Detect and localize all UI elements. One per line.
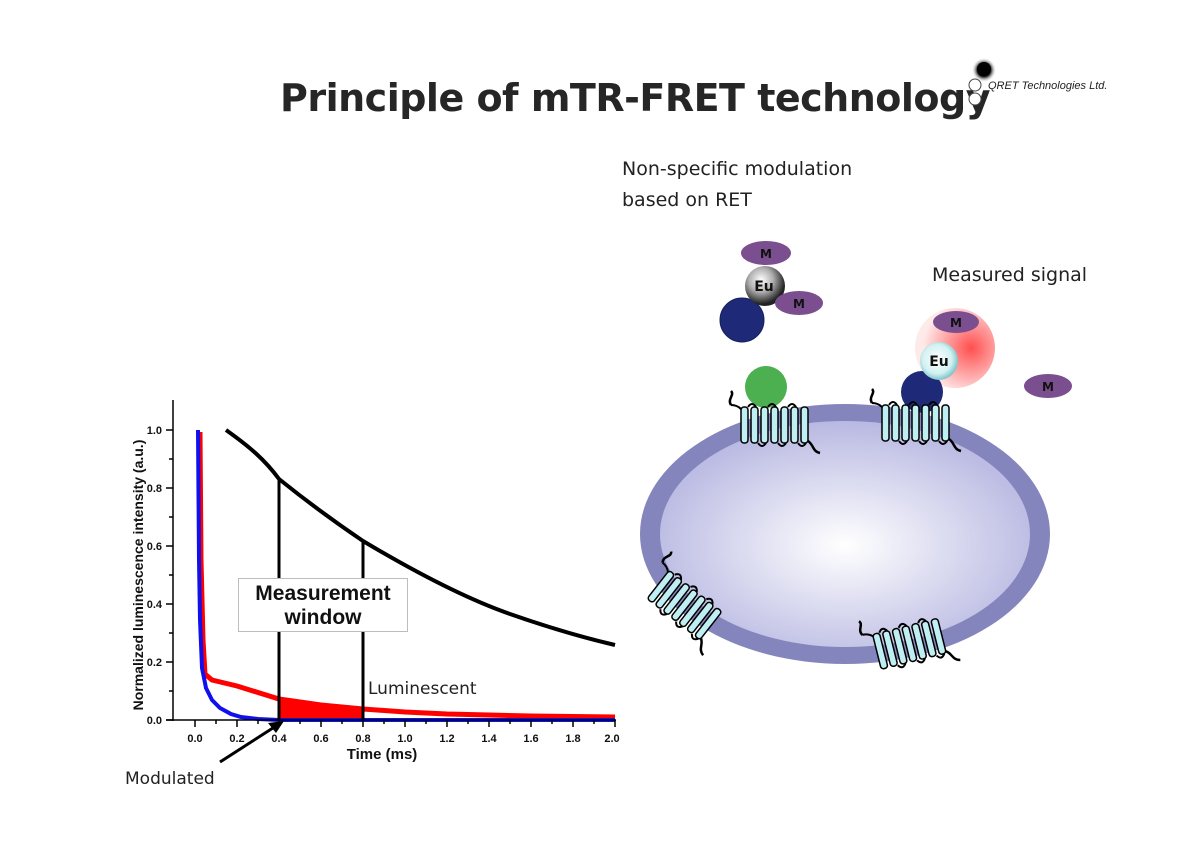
modulator-m-top [741,241,791,265]
modulated-curve [197,431,616,720]
eu-label: Eu [754,279,774,295]
modulator-label: M [760,247,772,261]
svg-text:0.8: 0.8 [355,733,370,745]
modulator-m-bound [933,311,979,333]
svg-text:0.4: 0.4 [271,733,287,745]
svg-text:0.0: 0.0 [187,733,202,745]
modulator-m-free [1024,374,1072,398]
free-eu-complex: M Eu M [719,241,823,343]
modulated-label: Modulated [125,769,215,789]
measured-signal-label: Measured signal [932,264,1088,286]
svg-text:0.8: 0.8 [147,483,162,495]
svg-text:1.2: 1.2 [439,733,454,745]
svg-text:1.0: 1.0 [147,425,162,437]
modulator-label: M [793,297,805,311]
svg-text:0.6: 0.6 [147,541,162,553]
antibody-navy-circle [719,297,765,343]
eu-chelate-grey [745,266,785,306]
nonspecific-modulation-label: Non-specific modulation based on RET [622,154,852,216]
svg-text:0.2: 0.2 [229,733,244,745]
svg-text:1.4: 1.4 [481,733,497,745]
svg-text:1.8: 1.8 [565,733,580,745]
company-logo: QRET Technologies Ltd. [966,54,1108,110]
slide-title: Principle of mTR-FRET technology [280,76,990,120]
svg-text:1.6: 1.6 [523,733,538,745]
ligand-green-circle [745,366,787,408]
background-curve [196,429,615,722]
y-axis-label: Normalized luminescence intensity (a.u.) [130,440,146,711]
svg-text:0.2: 0.2 [147,657,162,669]
measurement-window-line-2: window [284,606,362,629]
modulator-label: M [950,316,962,330]
company-name: QRET Technologies Ltd. [988,80,1108,92]
nonspecific-line-2: based on RET [622,189,752,211]
luminescent-label: Luminescent [368,679,477,699]
eu-chelate-cyan [920,342,958,380]
nonspecific-line-1: Non-specific modulation [622,158,853,180]
measurement-window-label: Measurement window [238,578,408,632]
svg-text:0.0: 0.0 [147,715,162,727]
cell [640,404,1050,664]
modulator-label: M [1042,380,1054,394]
svg-text:0.6: 0.6 [313,733,328,745]
svg-text:1.0: 1.0 [397,733,412,745]
eu-label: Eu [929,354,949,370]
x-axis-label: Time (ms) [347,746,418,763]
three-circles-logo-icon [968,58,996,106]
y-axis [166,400,174,721]
svg-text:0.4: 0.4 [147,599,163,611]
luminescent-curve [224,428,616,647]
measurement-window-line-1: Measurement [255,582,391,605]
svg-text:2.0: 2.0 [604,733,619,745]
x-tick-labels: 0.0 0.2 0.4 0.6 0.8 1.0 1.2 1.4 1.6 1.8 … [187,733,619,745]
y-tick-labels: 0.0 0.2 0.4 0.6 0.8 1.0 [147,425,163,727]
modulator-m-right [775,291,823,315]
modulated-arrow-icon [219,721,284,764]
measured-signal-complex: M Eu [901,308,995,413]
